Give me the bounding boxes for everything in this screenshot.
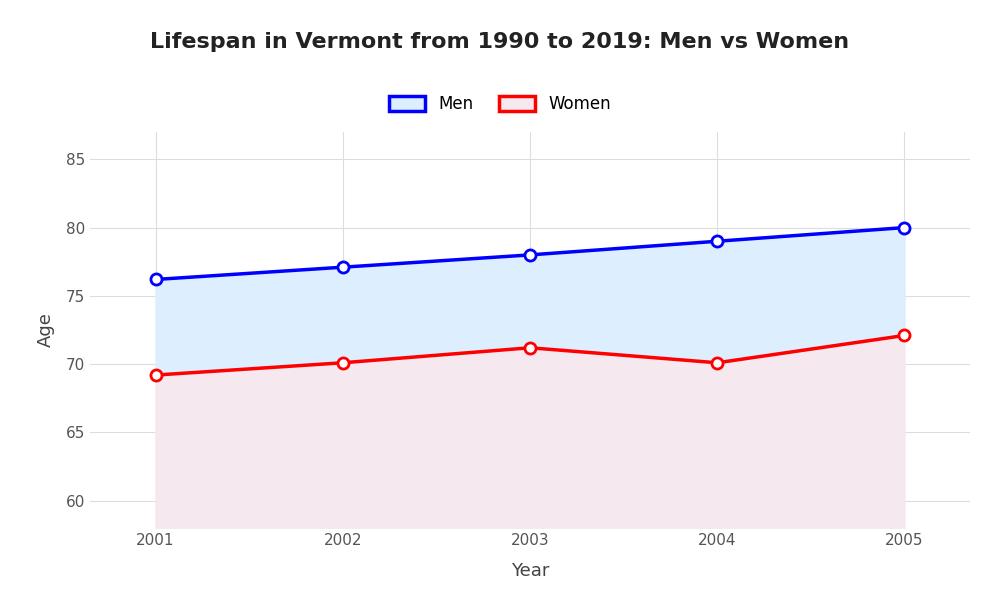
Text: Lifespan in Vermont from 1990 to 2019: Men vs Women: Lifespan in Vermont from 1990 to 2019: M… bbox=[150, 32, 850, 52]
Y-axis label: Age: Age bbox=[37, 313, 55, 347]
X-axis label: Year: Year bbox=[511, 562, 549, 580]
Legend: Men, Women: Men, Women bbox=[389, 95, 611, 113]
